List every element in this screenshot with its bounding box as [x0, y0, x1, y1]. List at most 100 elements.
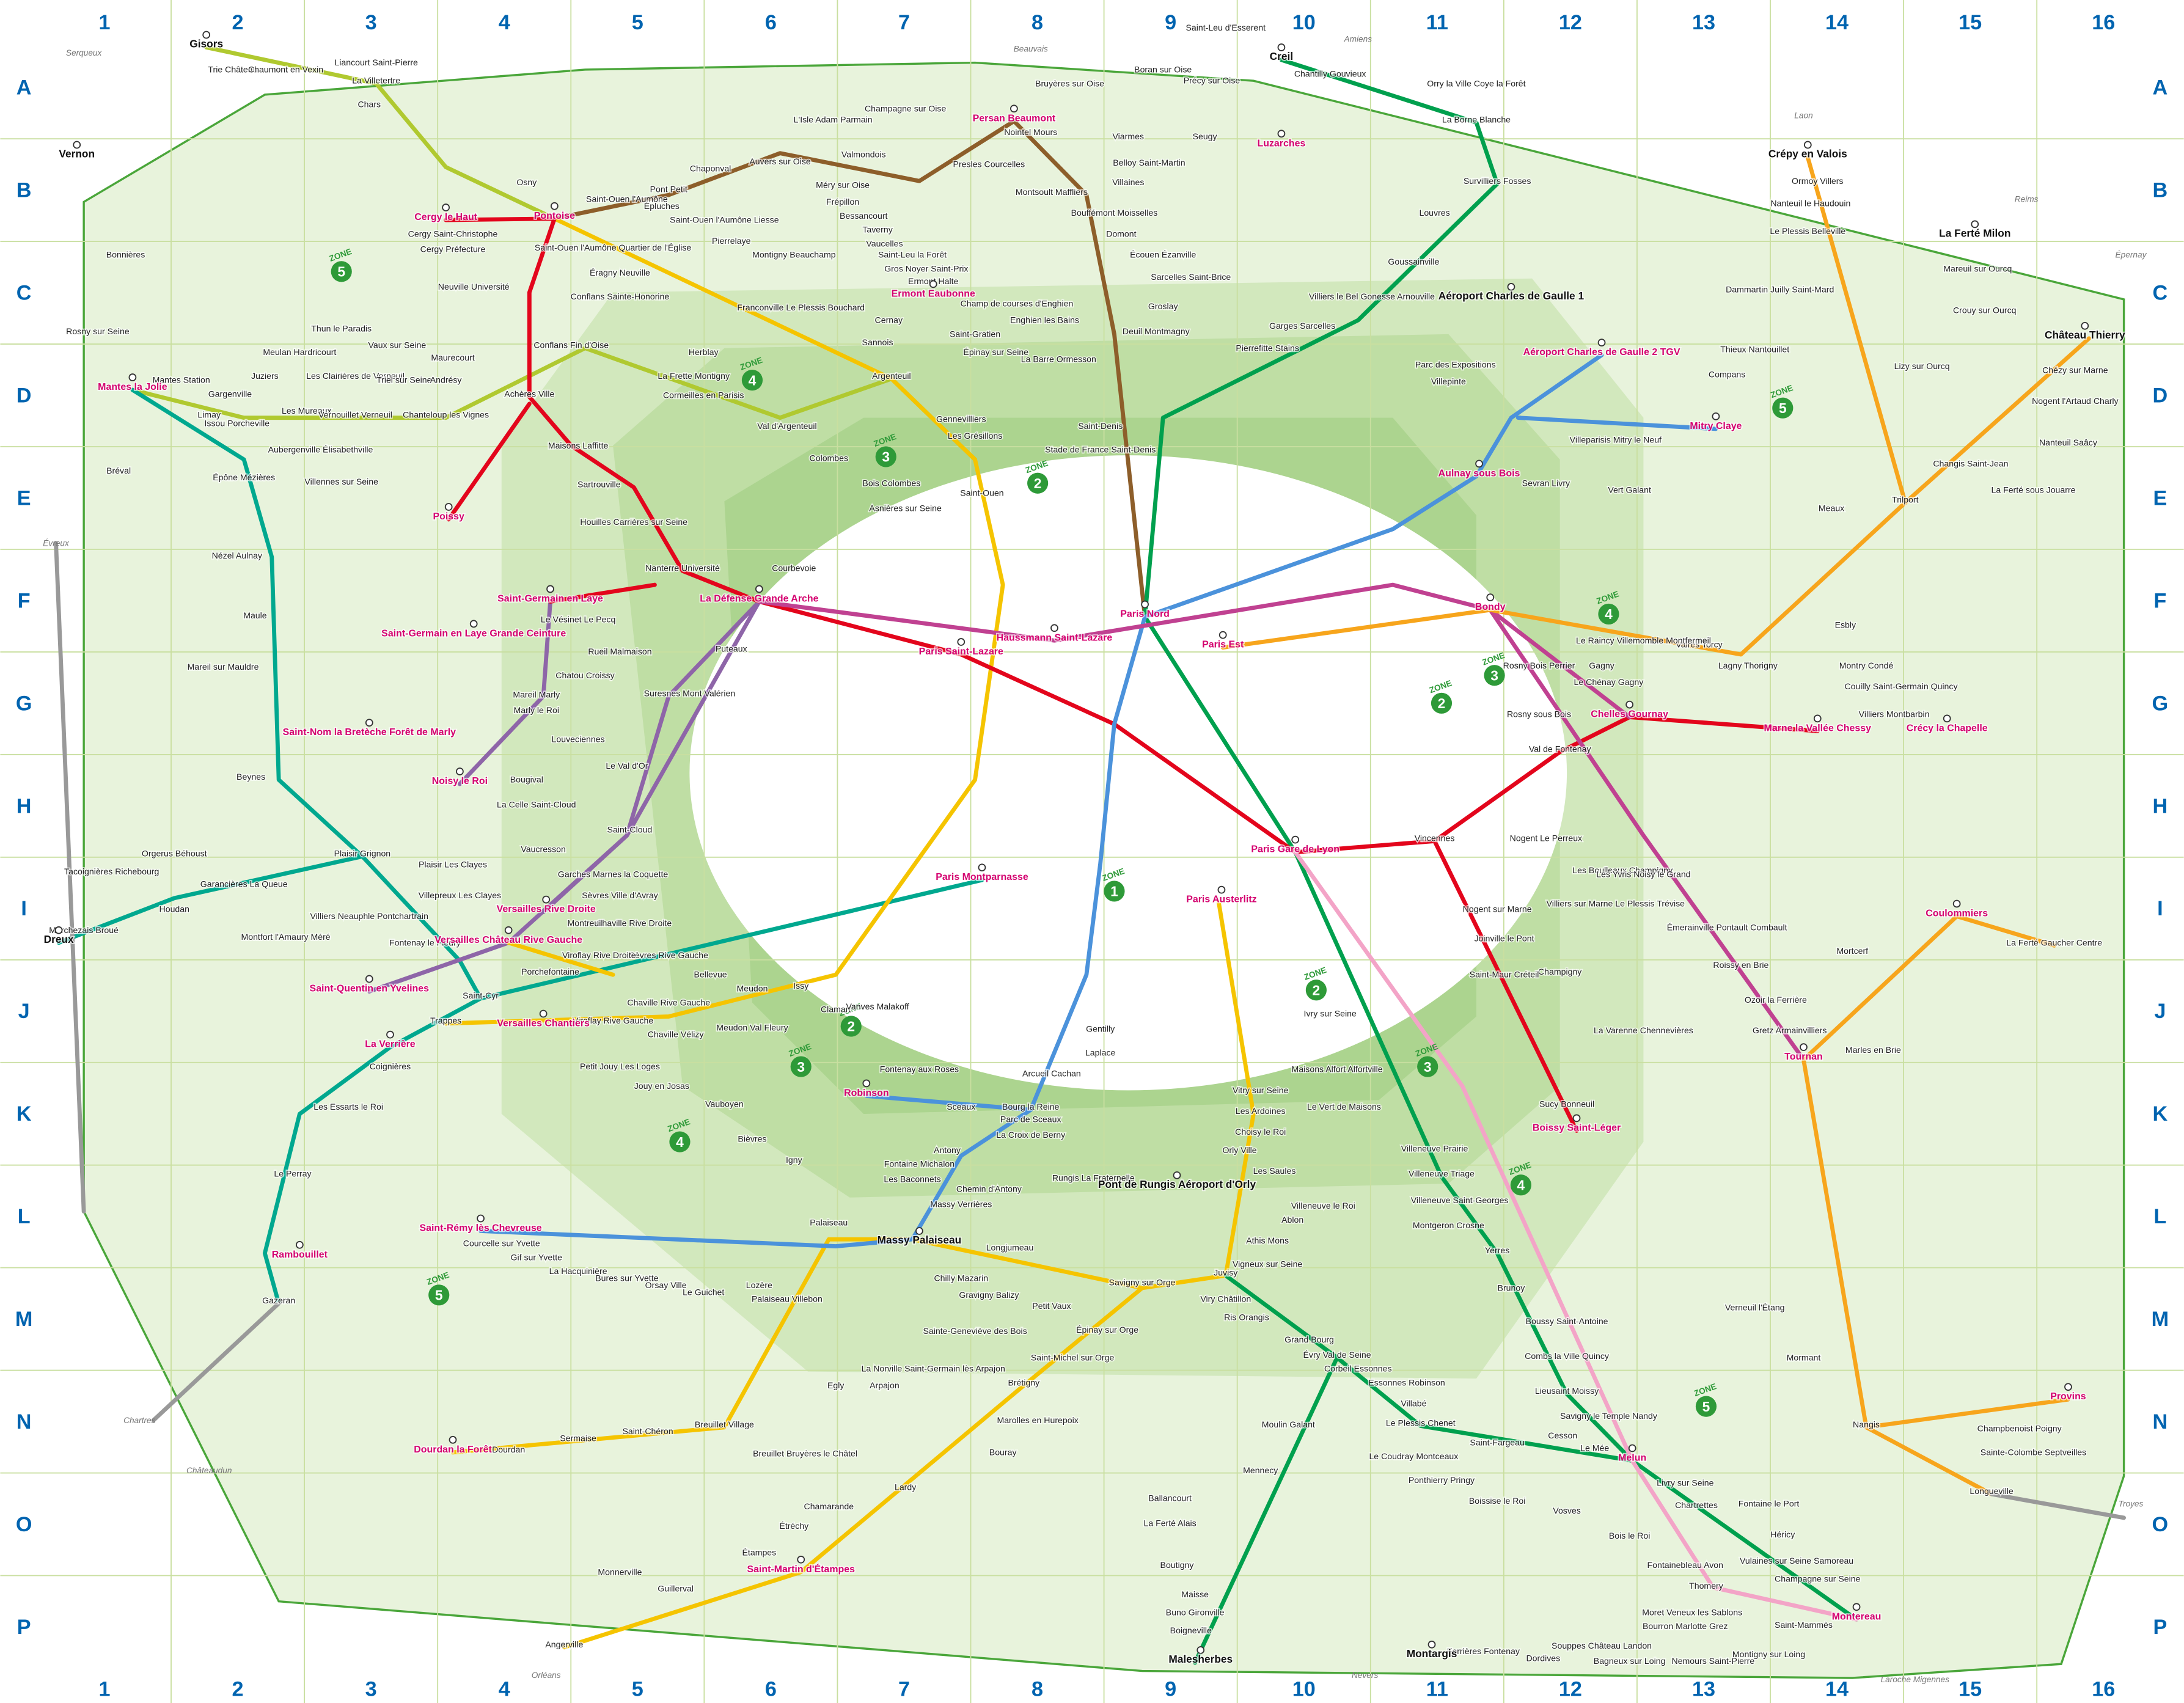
station-label: Plaisir Les Clayes	[419, 860, 487, 870]
station-label: Coignières	[370, 1061, 411, 1071]
station-label: Villepinte	[1431, 376, 1466, 386]
column-label: 2	[232, 11, 244, 34]
major-station-label: Saint-Nom la Bretèche Forêt de Marly	[283, 727, 456, 738]
station-label: Le Coudray Montceaux	[1369, 1451, 1458, 1461]
station-label: Méry sur Oise	[816, 180, 870, 190]
major-station-label: Poissy	[433, 511, 464, 522]
station-label: Évry Val de Seine	[1303, 1350, 1371, 1360]
key-station-label: Massy Palaiseau	[878, 1234, 962, 1246]
major-station-label-dot	[366, 719, 373, 726]
major-station-label: Aéroport Charles de Gaulle 2 TGV	[1523, 347, 1680, 357]
station-label: Bessancourt	[840, 211, 888, 221]
major-station-label: Versailles Chantiers	[497, 1018, 590, 1028]
station-label: La Villetertre	[352, 76, 400, 86]
direction-label: Châteaudun	[186, 1466, 232, 1475]
station-label: Champigny	[1538, 967, 1582, 976]
station-label: Igny	[786, 1155, 803, 1165]
column-label: 8	[1032, 1678, 1043, 1701]
major-station-label: Saint-Germain en Laye	[497, 593, 603, 604]
major-station-label-dot	[547, 585, 554, 592]
station-label: Conflans Fin d'Oise	[533, 340, 609, 350]
station-label: Écouen Ézanville	[1130, 250, 1196, 260]
station-label: La Ferté sous Jouarre	[1991, 485, 2075, 495]
station-label: Courbevoie	[772, 563, 816, 573]
row-label: I	[2157, 897, 2163, 920]
station-label: Brétigny	[1008, 1377, 1040, 1387]
station-label: Villeneuve Prairie	[1401, 1144, 1468, 1154]
major-station-label-dot	[1574, 1115, 1580, 1121]
station-label: Juziers	[251, 371, 279, 381]
station-label: Neuville Université	[438, 282, 510, 291]
direction-label: Nevers	[1352, 1671, 1378, 1680]
key-station-label: Vernon	[59, 148, 95, 160]
major-station-label: Paris Gare de Lyon	[1251, 844, 1339, 855]
station-label: Fontaine Michalon	[884, 1159, 955, 1169]
station-label: La Celle Saint-Cloud	[497, 800, 576, 810]
station-label: Lagny Thorigny	[1718, 661, 1778, 670]
station-label: Bois le Roi	[1609, 1531, 1650, 1540]
station-label: Nogent sur Marne	[1463, 904, 1532, 914]
key-station-label: Pont de Rungis Aéroport d'Orly	[1098, 1178, 1256, 1190]
major-station-label: Bondy	[1475, 602, 1506, 612]
station-label: Le Perray	[274, 1169, 312, 1179]
station-label: Auvers sur Oise	[749, 156, 811, 166]
column-label: 14	[1825, 11, 1849, 34]
major-station-label-dot	[540, 1011, 547, 1017]
station-label: Vulaines sur Seine Samoreau	[1740, 1556, 1853, 1566]
station-label: Bourg la Reine	[1002, 1102, 1059, 1112]
station-label: Saint-Cyr	[463, 991, 499, 1000]
station-label: Meulan Hardricourt	[263, 347, 336, 357]
zone-number: 2	[1313, 982, 1321, 998]
major-station-label: Cergy le Haut	[414, 212, 477, 222]
station-label: Montreuil	[567, 918, 603, 928]
station-label: Saint-Ouen	[960, 488, 1003, 497]
column-label: 3	[365, 11, 377, 34]
station-label: Nanteuil Saâcy	[2039, 438, 2098, 447]
station-label: Nogent Le Perreux	[1510, 833, 1582, 843]
station-label: Puteaux	[716, 643, 747, 653]
major-station-label-dot	[477, 1215, 484, 1222]
column-label: 9	[1165, 11, 1176, 34]
station-label: Ferrières Fontenay	[1447, 1646, 1520, 1656]
station-label: Émerainville Pontault Combault	[1667, 922, 1787, 932]
major-station-label: Chelles Gournay	[1591, 709, 1668, 720]
station-label: Saint-Michel sur Orge	[1031, 1352, 1115, 1362]
station-label: Sevran Livry	[1522, 478, 1570, 488]
station-label: Villennes sur Seine	[304, 477, 378, 486]
station-label: Nanteuil le Haudouin	[1770, 198, 1850, 208]
column-label: 6	[765, 11, 777, 34]
station-label: Ivry sur Seine	[1304, 1009, 1357, 1019]
major-station-label: Paris Est	[1202, 640, 1244, 650]
station-label: Moret Veneux les Sablons	[1642, 1607, 1742, 1617]
major-station-label-dot	[471, 620, 477, 627]
row-label: G	[16, 692, 32, 715]
station-label: Montigny Beauchamp	[752, 250, 836, 260]
major-station-label: Saint-Germain en Laye Grande Ceinture	[381, 628, 566, 639]
station-label: Saint-Leu la Forêt	[878, 250, 947, 260]
station-label: Gazeran	[262, 1295, 295, 1305]
major-station-label: Saint-Rémy lès Chevreuse	[419, 1223, 541, 1233]
station-label: Chaville Vélizy	[648, 1030, 705, 1039]
row-label: B	[2153, 179, 2168, 202]
station-label: Garches Marnes la Coquette	[558, 870, 669, 879]
column-label: 4	[499, 1678, 510, 1701]
station-label: Les Ardoines	[1236, 1106, 1286, 1116]
major-station-label-dot	[863, 1080, 870, 1086]
station-label: Valmondois	[841, 150, 886, 159]
major-station-label: Rambouillet	[272, 1250, 328, 1260]
station-label: Domont	[1106, 229, 1136, 238]
station-label: Étréchy	[779, 1521, 809, 1531]
column-label: 7	[898, 1678, 910, 1701]
station-label: Bruyères sur Oise	[1035, 78, 1104, 88]
station-label: Mareil Marly	[513, 690, 560, 700]
major-station-label-dot	[129, 374, 136, 381]
column-label: 10	[1292, 11, 1316, 34]
major-station-label-dot	[551, 203, 558, 210]
station-label: Marly le Roi	[514, 705, 559, 715]
station-label: Ballancourt	[1148, 1493, 1192, 1503]
station-label: Lizy sur Ourcq	[1894, 361, 1950, 371]
station-label: Chaumont en Vexin	[248, 64, 323, 74]
station-label: Porchefontaine	[521, 967, 579, 976]
station-label: Éragny Neuville	[590, 268, 650, 277]
station-label: Bougival	[510, 775, 543, 785]
